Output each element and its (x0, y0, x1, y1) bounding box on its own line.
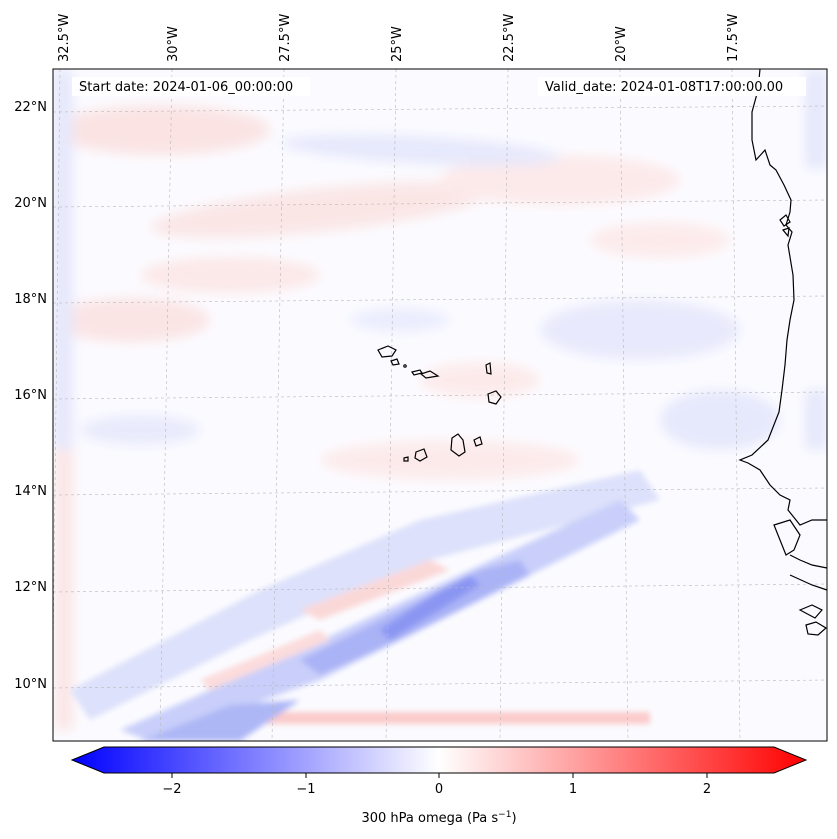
colorbar-title: 300 hPa omega (Pa s−1) (361, 810, 516, 826)
latitude-labels: 22°N 20°N 18°N 16°N 14°N 12°N 10°N (14, 100, 47, 692)
lat-label: 18°N (14, 292, 47, 307)
colorbar: −2 −1 0 1 2 300 hPa omega (Pa s−1) (70, 746, 808, 826)
meridian-30w (159, 69, 173, 741)
lon-label: 22.5°W (502, 14, 517, 62)
island-santo-antao (377, 345, 397, 358)
lat-label: 14°N (14, 484, 47, 499)
meridian-22-5w (499, 69, 509, 741)
island-santiago (450, 433, 466, 457)
lat-label: 20°N (14, 196, 47, 211)
colorbar-tick-label: −1 (296, 782, 315, 797)
start-date-box (72, 77, 310, 96)
start-date-label: Start date: 2024-01-06_00:00:00 (79, 80, 293, 95)
colorbar-tick-label: 2 (703, 782, 711, 797)
island-brava (403, 456, 409, 462)
map-frame (52, 68, 828, 742)
lat-label: 10°N (14, 677, 47, 692)
longitude-labels: 32.5°W 30°W 27.5°W 25°W 22.5°W 20°W 17.5… (57, 14, 741, 62)
coastline-africa (738, 68, 828, 636)
meridian-20w (619, 69, 629, 741)
meridian-17-5w (731, 69, 741, 741)
lat-label: 16°N (14, 388, 47, 403)
lat-label: 22°N (14, 100, 47, 115)
lon-label: 27.5°W (278, 14, 293, 62)
colorbar-bar (70, 746, 808, 774)
island-sao-nicolau (419, 370, 440, 379)
island-santa-luzia (403, 364, 407, 368)
island-sao-vicente (390, 358, 400, 366)
island-fogo (414, 448, 428, 462)
colorbar-tick-label: 0 (435, 782, 443, 797)
colorbar-title-exponent: −1 (498, 810, 511, 820)
lon-label: 32.5°W (57, 14, 72, 62)
omega-field (53, 69, 827, 741)
island-sal (485, 362, 492, 375)
lat-label: 12°N (14, 580, 47, 595)
cape-verde-islands (377, 345, 502, 462)
lon-label: 20°W (614, 26, 629, 62)
valid-date-label: Valid_date: 2024-01-08T17:00:00.00 (545, 80, 783, 95)
lon-label: 25°W (390, 26, 405, 62)
valid-date-box (538, 77, 806, 96)
meridian-27-5w (271, 69, 285, 741)
colorbar-title-suffix: ) (511, 811, 516, 826)
island-sao-nicolau-west (411, 369, 423, 376)
island-maio (473, 436, 483, 447)
colorbar-tick-label: 1 (569, 782, 577, 797)
colorbar-ticks (171, 773, 708, 778)
meridian-25w (385, 69, 397, 741)
colorbar-tick-label: −2 (162, 782, 181, 797)
island-boa-vista (487, 390, 502, 405)
lon-label: 17.5°W (726, 14, 741, 62)
colorbar-title-main: 300 hPa omega (Pa s (361, 811, 498, 826)
lon-label: 30°W (166, 26, 181, 62)
